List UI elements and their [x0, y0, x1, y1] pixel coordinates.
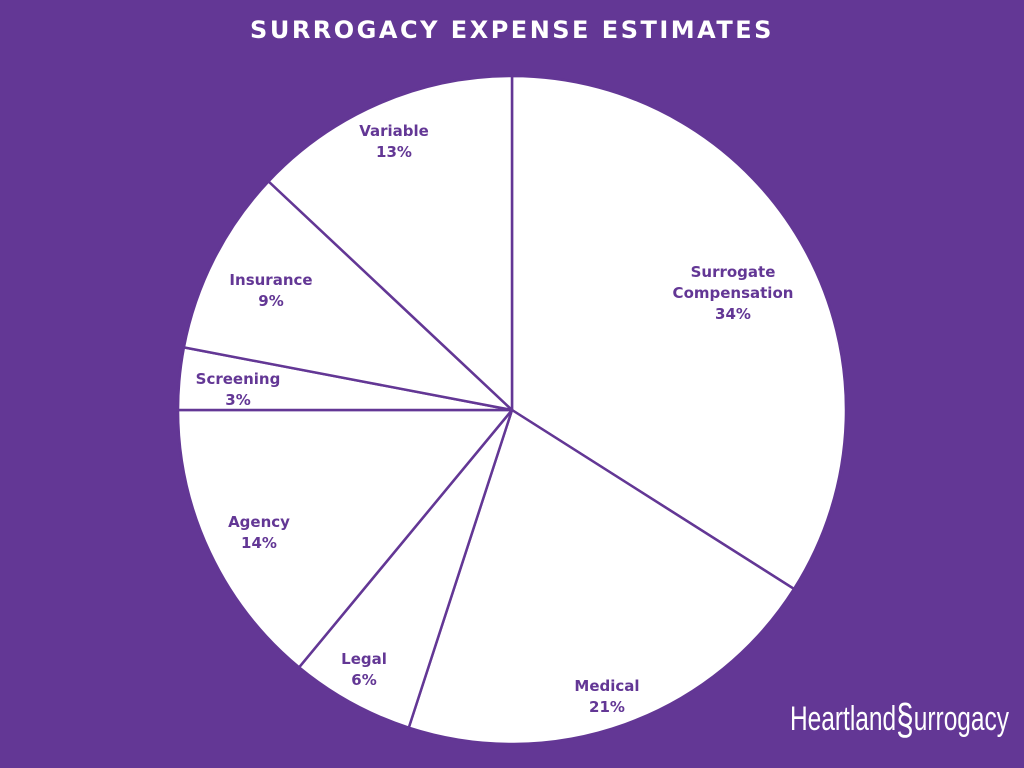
logo-text-surrogacy: urrogacy [913, 700, 1010, 738]
label-insurance: Insurance 9% [229, 271, 313, 310]
label-medical: Medical 21% [574, 677, 640, 716]
label-surrogate-compensation: Surrogate Compensation 34% [672, 263, 794, 323]
label-variable: Variable 13% [359, 122, 429, 161]
pie-slice-insurance [182, 180, 514, 412]
label-agency: Agency 14% [228, 513, 290, 552]
pie-slice-legal [297, 408, 514, 729]
pie-slice-medical [407, 408, 796, 746]
logo-text-heartland: Heartland [790, 700, 897, 738]
heart-s-icon: § [896, 695, 914, 744]
label-screening: Screening 3% [195, 370, 281, 409]
pie-slice-surrogate-compensation [510, 74, 848, 591]
pie-slice-variable [267, 74, 514, 412]
pie-slices [176, 74, 848, 746]
label-legal: Legal 6% [341, 650, 387, 689]
chart-title: SURROGACY EXPENSE ESTIMATES [250, 16, 774, 44]
heartland-surrogacy-logo: Heartland§urrogacy [790, 695, 1010, 744]
pie-slice-agency [176, 408, 514, 669]
